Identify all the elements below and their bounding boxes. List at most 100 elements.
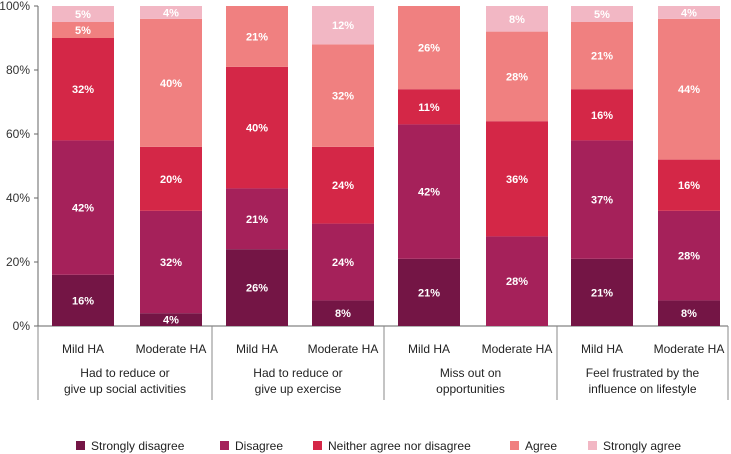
bar-segment	[658, 210, 720, 301]
group-label-line2: influence on lifestyle	[588, 382, 696, 396]
data-label: 26%	[246, 283, 268, 295]
y-tick-label: 80%	[6, 63, 30, 77]
data-label: 21%	[246, 214, 268, 226]
group-label-line2: give up exercise	[255, 382, 342, 396]
data-label: 21%	[591, 287, 613, 299]
bar-segment	[312, 6, 374, 45]
bar-segment	[571, 140, 633, 259]
bar-segment	[52, 140, 114, 275]
bar-segment	[312, 44, 374, 147]
data-label: 24%	[332, 257, 354, 269]
group-labels: Had to reduce or give up social activitie…	[37, 326, 729, 400]
data-label: 32%	[160, 257, 182, 269]
data-label: 11%	[418, 102, 440, 114]
data-label: 4%	[163, 7, 179, 19]
data-label: 5%	[594, 9, 610, 21]
legend-label: Neither agree nor disagree	[328, 439, 471, 453]
data-label: 40%	[160, 78, 182, 90]
bar-segment	[226, 249, 288, 326]
legend-label: Disagree	[235, 439, 283, 453]
data-label: 42%	[72, 203, 94, 215]
x-category-label: Moderate HA	[308, 342, 379, 356]
bar-segment	[226, 188, 288, 250]
bar-segment	[486, 121, 548, 237]
legend-swatch	[510, 441, 519, 450]
group-label-line1: Had to reduce or	[253, 366, 342, 380]
bar-segment	[140, 6, 202, 19]
data-label: 24%	[332, 180, 354, 192]
data-labels-layer: 16% 42% 32% 5% 5% 4% 32% 20% 40% 4% 26% 21% 40% 21% 8%…	[72, 7, 700, 326]
bar-segment	[398, 124, 460, 259]
bar-segment	[226, 6, 288, 67]
data-label: 37%	[591, 195, 613, 207]
bar-segment	[398, 6, 460, 90]
data-label: 12%	[332, 20, 354, 32]
bar-segment	[571, 22, 633, 90]
bar-segment	[52, 22, 114, 38]
legend: Strongly disagree Disagree Neither agree n…	[76, 439, 681, 453]
bar-segment	[140, 18, 202, 147]
data-label: 21%	[591, 51, 613, 63]
legend-swatch	[76, 441, 85, 450]
data-label: 21%	[418, 287, 440, 299]
bar-segment	[486, 236, 548, 326]
legend-swatch	[588, 441, 597, 450]
bar-segment	[140, 313, 202, 326]
data-label: 4%	[163, 315, 179, 327]
data-label: 28%	[678, 251, 700, 263]
bar-segment	[571, 89, 633, 141]
legend-label: Strongly disagree	[91, 439, 185, 453]
group-label-line2: give up social activities	[64, 382, 186, 396]
bar-segment	[658, 300, 720, 326]
legend-swatch	[313, 441, 322, 450]
x-category-labels: Mild HA Moderate HA Mild HA Moderate HA Mild…	[62, 342, 724, 356]
y-tick-label: 40%	[6, 191, 30, 205]
y-tick-label: 60%	[6, 127, 30, 141]
data-label: 16%	[678, 180, 700, 192]
data-label: 26%	[418, 43, 440, 55]
group-label-line2: opportunities	[436, 382, 505, 396]
data-label: 36%	[506, 174, 528, 186]
group-label-line1: Feel frustrated by the	[586, 366, 700, 380]
data-label: 28%	[506, 276, 528, 288]
legend-label: Strongly agree	[603, 439, 681, 453]
bar-segment	[486, 6, 548, 32]
bar-segment	[658, 18, 720, 160]
data-label: 20%	[160, 174, 182, 186]
x-category-label: Moderate HA	[482, 342, 553, 356]
bar-segment	[486, 31, 548, 122]
data-label: 4%	[681, 7, 697, 19]
bar-segment	[312, 146, 374, 224]
bar-segment	[52, 274, 114, 326]
x-category-label: Mild HA	[408, 342, 450, 356]
bar-segment	[52, 38, 114, 141]
bar-segment	[398, 258, 460, 326]
bars-layer	[52, 6, 720, 326]
y-tick-label: 20%	[6, 255, 30, 269]
data-label: 5%	[75, 9, 91, 21]
bar-segment	[571, 258, 633, 326]
x-category-label: Mild HA	[62, 342, 104, 356]
bar-segment	[312, 223, 374, 301]
data-label: 42%	[418, 187, 440, 199]
x-category-label: Mild HA	[236, 342, 278, 356]
data-label: 32%	[72, 84, 94, 96]
data-label: 40%	[246, 123, 268, 135]
x-category-label: Mild HA	[581, 342, 623, 356]
group-label-line1: Miss out on	[440, 366, 501, 380]
bar-segment	[658, 159, 720, 211]
data-label: 21%	[246, 31, 268, 43]
data-label: 28%	[506, 71, 528, 83]
data-label: 44%	[678, 84, 700, 96]
bar-segment	[52, 6, 114, 22]
data-label: 8%	[335, 308, 351, 320]
data-label: 8%	[509, 14, 525, 26]
data-label: 32%	[332, 91, 354, 103]
legend-swatch	[220, 441, 229, 450]
legend-label: Agree	[525, 439, 557, 453]
bar-segment	[398, 89, 460, 125]
data-label: 16%	[591, 110, 613, 122]
x-category-label: Moderate HA	[654, 342, 725, 356]
